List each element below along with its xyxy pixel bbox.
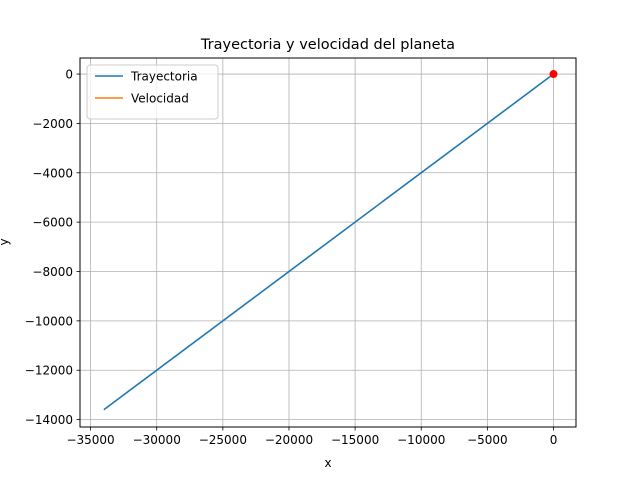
legend: Trayectoria Velocidad xyxy=(86,64,219,120)
legend-label: Velocidad xyxy=(131,92,189,106)
series-line-trayectoria xyxy=(103,73,554,411)
tick-layer: −35000 −30000 −25000 −20000 −15000 −10000 −500… xyxy=(25,68,558,447)
x-axis-label: x xyxy=(324,456,331,470)
y-tick-label: −4000 xyxy=(32,166,73,180)
x-tick-label: −25000 xyxy=(199,433,247,447)
x-tick-label: −10000 xyxy=(397,433,445,447)
y-tick-label: −2000 xyxy=(32,117,73,131)
legend-label: Trayectoria xyxy=(130,70,198,84)
y-tick-label: −8000 xyxy=(32,265,73,279)
y-tick-label: −6000 xyxy=(32,216,73,230)
chart-title: Trayectoria y velocidad del planeta xyxy=(200,37,455,53)
x-tick-label: 0 xyxy=(550,433,558,447)
x-tick-label: −35000 xyxy=(66,433,114,447)
x-tick-label: −15000 xyxy=(331,433,379,447)
y-tick-label: 0 xyxy=(65,68,73,82)
position-marker xyxy=(549,70,558,79)
series-layer xyxy=(103,70,558,411)
legend-box xyxy=(86,64,219,120)
y-axis-label: y xyxy=(0,238,11,245)
y-tick-label: −14000 xyxy=(25,413,73,427)
x-tick-label: −20000 xyxy=(265,433,313,447)
y-tick-label: −10000 xyxy=(25,314,73,328)
x-tick-label: −30000 xyxy=(133,433,181,447)
x-tick-label: −5000 xyxy=(467,433,508,447)
plot-frame xyxy=(79,57,577,428)
y-tick-label: −12000 xyxy=(25,364,73,378)
